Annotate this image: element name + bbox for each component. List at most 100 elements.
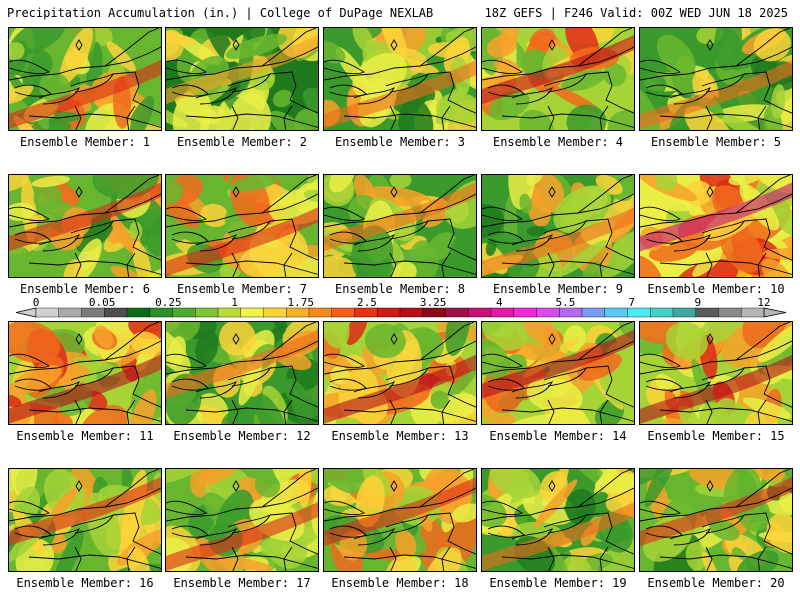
map-outlines xyxy=(166,469,318,571)
map-border-line xyxy=(9,206,51,222)
map-border-line xyxy=(389,252,397,277)
colorbar-swatch xyxy=(286,307,310,318)
map-border-line xyxy=(577,322,633,361)
map-border-line xyxy=(659,113,792,128)
ensemble-map-panel xyxy=(165,174,319,278)
map-border-line xyxy=(441,105,451,130)
map-border-line xyxy=(195,380,238,399)
precip-contour xyxy=(640,553,650,571)
precip-contour xyxy=(422,547,462,571)
ensemble-map-panel xyxy=(8,174,162,278)
precip-contour xyxy=(324,28,346,50)
precip-contour xyxy=(106,41,136,72)
map-border-line xyxy=(324,487,476,522)
map-border-line xyxy=(261,175,317,214)
map-border-line xyxy=(705,252,713,277)
map-border-line xyxy=(640,206,682,222)
precip-contour xyxy=(486,34,517,58)
precip-contour xyxy=(389,175,412,189)
ensemble-map-panel xyxy=(639,468,793,572)
precip-contour xyxy=(485,238,497,256)
precip-contour xyxy=(9,42,25,61)
map-border-line xyxy=(269,71,318,114)
precip-contour xyxy=(418,508,433,532)
map-border-line xyxy=(353,233,396,252)
precip-contour xyxy=(508,175,536,210)
lake-nipigon-outline xyxy=(390,39,398,51)
map-border-line xyxy=(166,46,318,81)
precip-contour xyxy=(228,93,272,130)
colorbar-arrow-left xyxy=(15,307,37,318)
map-border-line xyxy=(269,512,318,555)
map-border-line xyxy=(9,46,161,81)
map-border-line xyxy=(757,252,767,277)
colorbar-swatch xyxy=(695,307,719,318)
map-outlines xyxy=(9,175,161,277)
precip-contour xyxy=(240,28,266,43)
map-border-line xyxy=(112,512,161,555)
map-border-line xyxy=(324,206,366,222)
precip-contour xyxy=(640,255,664,277)
ensemble-member-label: Ensemble Member: 5 xyxy=(650,135,782,149)
precip-map xyxy=(640,28,792,130)
precip-contour xyxy=(132,241,152,277)
precip-contour xyxy=(566,104,607,130)
map-outlines xyxy=(324,322,476,424)
precip-contour xyxy=(128,389,157,424)
precip-contour xyxy=(451,503,476,523)
map-border-line xyxy=(185,113,318,128)
precip-contour xyxy=(130,331,161,356)
precip-contour xyxy=(744,409,778,424)
precip-contour xyxy=(298,469,312,508)
precip-contour xyxy=(692,250,723,277)
map-border-line xyxy=(511,233,554,252)
precip-contour xyxy=(558,240,607,277)
map-border-line xyxy=(585,365,634,408)
map-border-line xyxy=(195,86,238,105)
map-border-line xyxy=(104,28,160,67)
map-border-line xyxy=(487,231,525,244)
map-outlines xyxy=(324,28,476,130)
map-border-line xyxy=(659,407,792,422)
map-border-line xyxy=(585,71,634,114)
lake-nipigon-outline xyxy=(706,333,714,345)
map-border-line xyxy=(166,59,208,75)
precip-contour xyxy=(774,208,792,238)
map-border-line xyxy=(645,231,683,244)
lake-nipigon-outline xyxy=(548,186,556,198)
precip-band xyxy=(166,207,318,277)
map-border-line xyxy=(38,86,81,105)
ensemble-map-panel xyxy=(165,468,319,572)
ensemble-member-label: Ensemble Member: 2 xyxy=(176,135,308,149)
map-border-line xyxy=(640,487,792,522)
precip-contour xyxy=(73,356,127,378)
precip-contour xyxy=(238,357,263,406)
precip-contour xyxy=(779,491,792,514)
map-border-line xyxy=(28,113,161,128)
colorbar-tick-label: 1.75 xyxy=(287,296,314,309)
precip-contour xyxy=(719,114,768,130)
precip-band xyxy=(640,477,792,547)
precip-contour xyxy=(762,248,792,260)
ensemble-map-panel xyxy=(323,468,477,572)
lake-nipigon-outline xyxy=(75,186,83,198)
ensemble-member-label: Ensemble Member: 15 xyxy=(647,429,785,443)
colorbar-swatch xyxy=(104,307,128,318)
map-outlines xyxy=(324,469,476,571)
map-border-line xyxy=(743,512,792,555)
precip-map xyxy=(166,28,318,130)
ensemble-member-label: Ensemble Member: 12 xyxy=(173,429,311,443)
precip-map xyxy=(166,175,318,277)
precip-contour xyxy=(283,378,308,405)
precip-contour xyxy=(9,245,35,277)
map-border-line xyxy=(74,105,82,130)
colorbar-swatch xyxy=(399,307,424,318)
precip-contour xyxy=(380,28,407,61)
precip-contour xyxy=(272,89,293,108)
ensemble-member-label: Ensemble Member: 13 xyxy=(331,429,469,443)
precip-map xyxy=(324,175,476,277)
map-border-line xyxy=(419,175,475,214)
precip-contour xyxy=(197,469,240,486)
precip-contour xyxy=(166,30,197,45)
ensemble-member-label: Ensemble Member: 1 xyxy=(19,135,151,149)
